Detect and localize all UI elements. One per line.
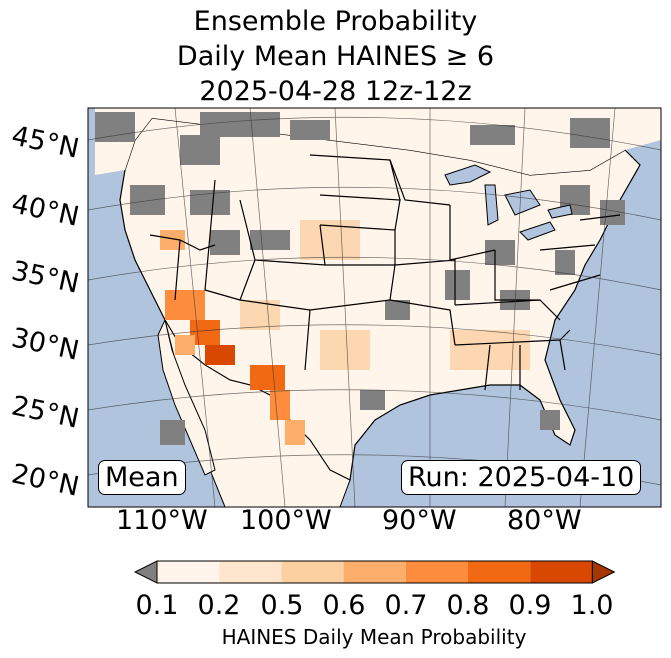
colorbar-tick: 0.9 <box>508 590 552 621</box>
lon-label-110: 110°W <box>116 505 208 536</box>
probability-highs <box>160 230 305 445</box>
colorbar-tick: 0.8 <box>446 590 490 621</box>
masked-areas <box>95 112 625 445</box>
colorbar-segment <box>530 561 593 583</box>
run-date-box: Run: 2025-04-10 <box>401 460 642 495</box>
colorbar-label: HAINES Daily Mean Probability <box>221 625 527 649</box>
colorbar-frame <box>156 560 593 584</box>
colorbar-tick: 0.6 <box>322 590 366 621</box>
colorbar-segment <box>343 561 406 583</box>
colorbar-segment <box>468 561 531 583</box>
graticule <box>88 108 661 507</box>
colorbar-tick: 1.0 <box>570 590 614 621</box>
lon-label-80: 80°W <box>507 505 582 536</box>
title-line-2: Daily Mean HAINES ≥ 6 <box>176 41 495 72</box>
colorbar-tick: 0.7 <box>384 590 428 621</box>
colorbar-segment <box>157 561 220 583</box>
map-frame <box>87 107 662 508</box>
title-line-1: Ensemble Probability <box>193 6 478 37</box>
colorbar-tick: 0.1 <box>135 590 179 621</box>
lon-label-100: 100°W <box>240 505 332 536</box>
colorbar <box>133 560 616 584</box>
colorbar-segment <box>219 561 282 583</box>
colorbar-under-arrow <box>133 560 158 584</box>
land-conus <box>119 117 641 481</box>
statistic-box: Mean <box>98 460 186 495</box>
state-borders <box>149 154 621 391</box>
colorbar-segment <box>405 561 468 583</box>
colorbar-segment <box>281 561 344 583</box>
colorbar-tick: 0.2 <box>197 590 241 621</box>
title-line-3: 2025-04-28 12z-12z <box>199 76 472 107</box>
colorbar-tick: 0.5 <box>260 590 304 621</box>
colorbar-over-arrow <box>591 560 616 584</box>
great-lakes <box>444 164 573 241</box>
lon-label-90: 90°W <box>382 505 457 536</box>
